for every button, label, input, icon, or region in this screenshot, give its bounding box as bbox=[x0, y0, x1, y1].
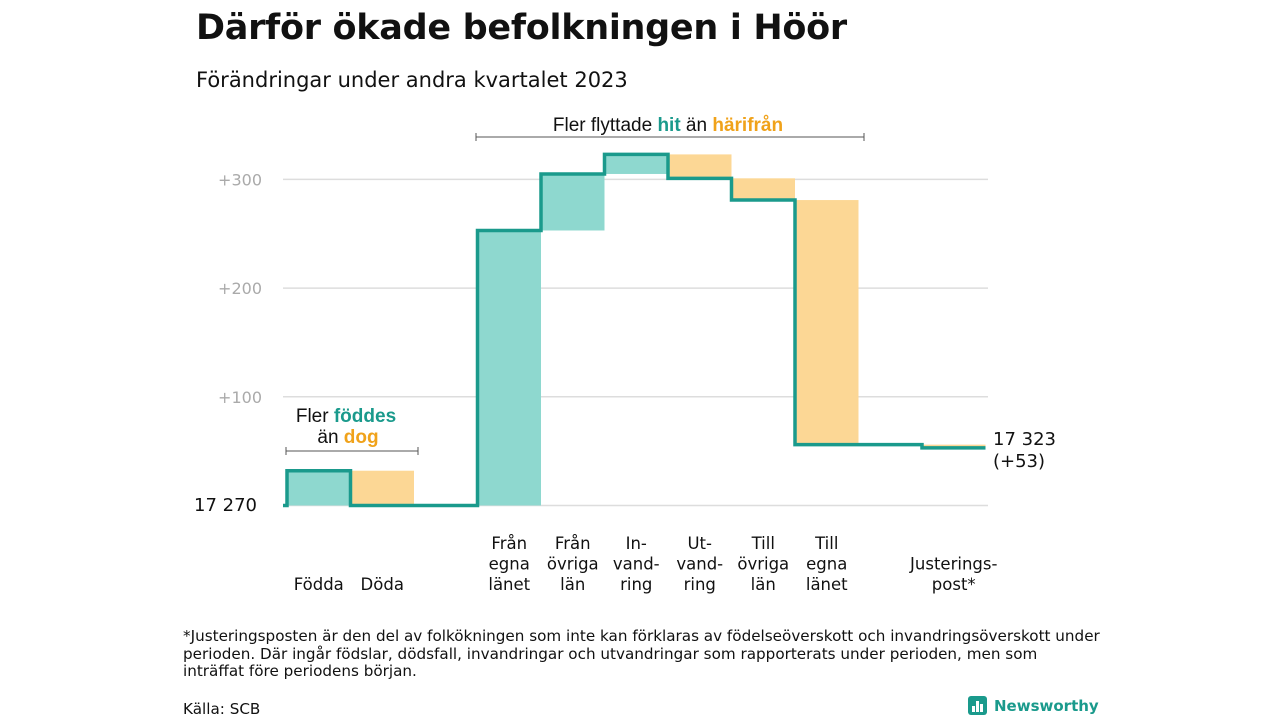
waterfall-bar bbox=[287, 470, 351, 506]
waterfall-bar bbox=[731, 178, 795, 201]
footnote: *Justeringsposten är den del av folkökni… bbox=[183, 627, 1100, 680]
start-value-label: 17 270 bbox=[194, 495, 257, 516]
category-label: Till övriga län bbox=[737, 534, 789, 594]
cumulative-step-line bbox=[283, 152, 986, 508]
category-label: Födda bbox=[294, 575, 344, 594]
waterfall-bar bbox=[604, 154, 668, 174]
migration-annotation: Fler flyttade hit än härifrån bbox=[553, 115, 783, 136]
category-label: Döda bbox=[361, 575, 404, 594]
end-value-label: 17 323 bbox=[993, 429, 1056, 450]
category-label: Ut-vand-ring bbox=[676, 534, 723, 594]
brand-name: Newsworthy bbox=[994, 696, 1099, 715]
category-label: Till egna länet bbox=[806, 534, 848, 594]
births-bracket bbox=[285, 447, 419, 455]
migration-bracket bbox=[475, 133, 865, 141]
waterfall-bar bbox=[541, 173, 605, 231]
category-label: Från övriga län bbox=[547, 534, 599, 594]
page-title: Därför ökade befolkningen i Höör bbox=[196, 8, 847, 48]
end-change-label: (+53) bbox=[993, 451, 1045, 472]
source-label: Källa: SCB bbox=[183, 700, 261, 718]
waterfall-bar bbox=[350, 470, 414, 506]
brand-logo: Newsworthy bbox=[968, 696, 1099, 715]
page-subtitle: Förändringar under andra kvartalet 2023 bbox=[196, 68, 628, 92]
waterfall-bar bbox=[668, 154, 732, 179]
waterfall-bar bbox=[795, 200, 859, 445]
y-tick-label: +100 bbox=[218, 388, 262, 407]
y-tick-label: +300 bbox=[218, 170, 262, 189]
births-annotation-line2: än dog bbox=[317, 427, 378, 448]
category-label: Justerings-post* bbox=[909, 555, 997, 595]
births-annotation-line1: Fler föddes bbox=[296, 406, 396, 427]
category-label: Från egna länet bbox=[488, 534, 530, 594]
y-tick-label: +200 bbox=[218, 279, 262, 298]
waterfall-bar bbox=[477, 230, 541, 506]
bar-chart-icon bbox=[968, 696, 987, 715]
category-label: In-vand-ring bbox=[613, 534, 660, 594]
